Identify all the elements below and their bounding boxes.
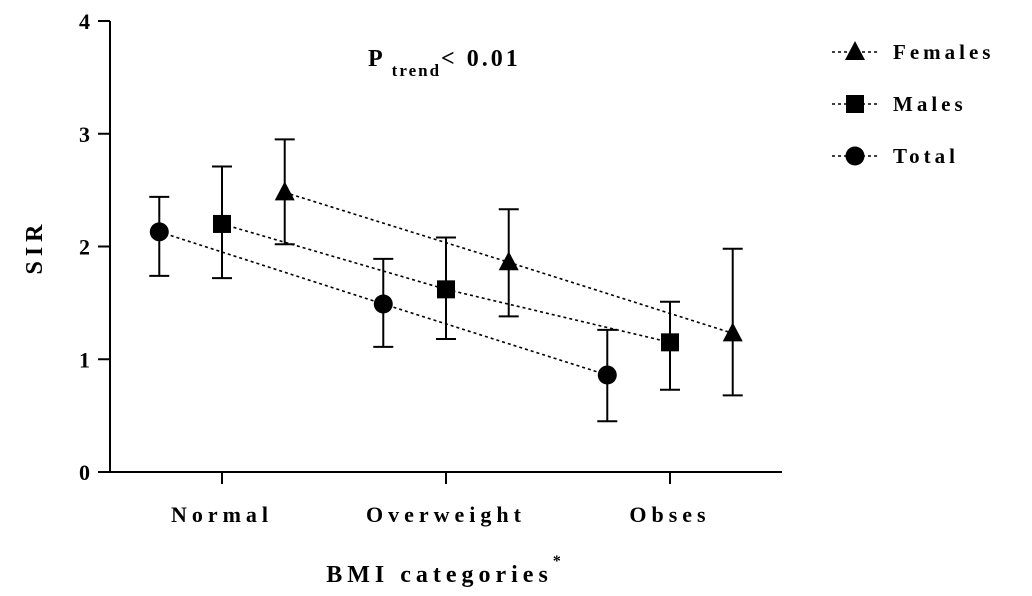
data-point — [149, 222, 169, 242]
legend-marker-square — [846, 95, 864, 113]
y-tick-label: 4 — [79, 9, 90, 34]
data-point — [597, 365, 617, 385]
data-point — [661, 333, 679, 352]
legend: Females Males Total — [832, 40, 994, 168]
y-tick-label: 3 — [79, 122, 90, 147]
series-layer — [149, 138, 743, 423]
legend-label: Males — [893, 92, 967, 116]
data-point — [274, 181, 295, 201]
legend-label: Females — [893, 40, 994, 64]
data-point — [437, 280, 455, 299]
data-point — [213, 214, 231, 233]
legend-item-females: Females — [832, 40, 994, 64]
legend-marker-circle — [845, 146, 865, 166]
x-tick-label: Normal — [171, 502, 273, 527]
legend-label: Total — [893, 144, 959, 168]
x-axis-title: BMI categories* — [326, 553, 566, 588]
y-axis-title: SIR — [22, 219, 48, 274]
series-total — [149, 195, 618, 423]
x-tick-label: Overweight — [366, 502, 526, 527]
p-trend-sub: trend — [392, 61, 441, 80]
p-trend-value: < 0.01 — [441, 46, 521, 72]
axes: 0 1 2 3 4 Normal Overweight Obses — [79, 9, 782, 527]
data-point — [498, 251, 519, 271]
y-tick-label: 1 — [79, 347, 90, 372]
series-females — [274, 138, 743, 397]
legend-item-total: Total — [832, 144, 959, 168]
y-tick-label: 2 — [79, 235, 90, 260]
trend-line-males — [221, 223, 671, 344]
legend-item-males: Males — [832, 92, 967, 116]
series-males — [212, 165, 680, 391]
legend-marker-triangle — [845, 41, 865, 60]
x-tick-label: Obses — [629, 502, 710, 527]
data-point — [722, 322, 743, 342]
x-axis-title-text: BMI categories — [326, 562, 553, 588]
data-point — [373, 294, 393, 314]
y-tick-label: 0 — [79, 460, 90, 485]
p-trend-p: P — [368, 46, 386, 72]
x-axis-title-suffix: * — [553, 553, 566, 570]
